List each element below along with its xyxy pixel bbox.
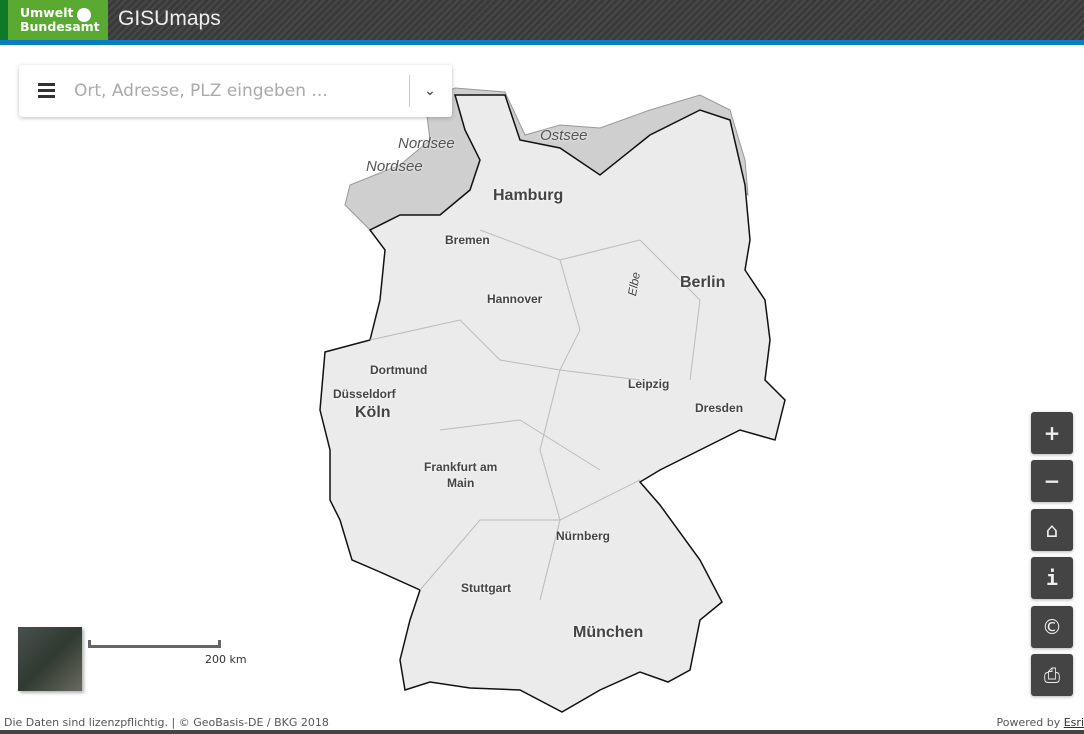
label-dortmund: Dortmund xyxy=(370,363,428,377)
search-box: ⌄ xyxy=(19,65,452,117)
label-leipzig: Leipzig xyxy=(628,377,670,391)
germany-outline xyxy=(319,94,786,713)
attribution-text: Die Daten sind lizenzpflichtig. | © GeoB… xyxy=(4,716,329,729)
label-koeln: Köln xyxy=(355,404,391,421)
scale-label: 200 km xyxy=(205,653,247,666)
powered-by: Powered by Esri xyxy=(996,716,1084,729)
label-nordsee: Nordsee xyxy=(398,135,455,152)
label-ostsee: Ostsee xyxy=(540,127,588,144)
label-hannover: Hannover xyxy=(487,292,543,306)
app-header: Umwelt Bundesamt GISUmaps xyxy=(0,0,1084,40)
label-hamburg: Hamburg xyxy=(493,187,564,204)
printer-icon: ⎙ xyxy=(1044,663,1060,687)
logo-line2: Bundesamt xyxy=(20,19,100,34)
copyright-button[interactable]: © xyxy=(1031,606,1073,648)
scale-bar xyxy=(88,640,221,648)
esri-link[interactable]: Esri xyxy=(1063,716,1084,729)
logo-line1: Umwelt xyxy=(20,5,74,20)
label-stuttgart: Stuttgart xyxy=(461,581,511,595)
label-bremen: Bremen xyxy=(445,233,490,247)
label-nuernberg: Nürnberg xyxy=(556,529,610,543)
chevron-down-icon[interactable]: ⌄ xyxy=(424,83,436,99)
zoom-out-button[interactable]: − xyxy=(1031,460,1073,502)
label-duesseldorf: Düsseldorf xyxy=(333,387,396,401)
info-button[interactable]: i xyxy=(1031,557,1073,599)
map-svg xyxy=(319,87,786,713)
label-dresden: Dresden xyxy=(695,401,744,415)
label-frankfurt-2: Main xyxy=(447,476,475,490)
hamburger-icon[interactable] xyxy=(38,83,55,98)
powered-by-text: Powered by xyxy=(996,716,1064,729)
print-button[interactable]: ⎙ xyxy=(1031,654,1073,696)
zoom-in-button[interactable]: + xyxy=(1031,412,1073,454)
umweltbundesamt-logo[interactable]: Umwelt Bundesamt xyxy=(0,0,108,40)
home-icon: ⌂ xyxy=(1045,518,1059,542)
label-frankfurt: Frankfurt am xyxy=(424,460,498,474)
search-divider xyxy=(409,75,410,107)
header-accent-bar xyxy=(0,40,1084,45)
map-canvas[interactable]: Nordsee Nordsee Ostsee Hamburg Bremen Be… xyxy=(0,45,1084,730)
label-nordsee-2: Nordsee xyxy=(366,158,423,175)
label-berlin: Berlin xyxy=(680,274,726,291)
logo-tree-icon xyxy=(77,8,91,22)
basemap-toggle[interactable] xyxy=(18,627,82,691)
home-button[interactable]: ⌂ xyxy=(1031,509,1073,551)
label-muenchen: München xyxy=(573,624,644,641)
state-borders xyxy=(369,229,701,601)
search-input[interactable] xyxy=(74,77,399,105)
bottom-bar xyxy=(0,730,1084,734)
app-title: GISUmaps xyxy=(118,7,221,30)
